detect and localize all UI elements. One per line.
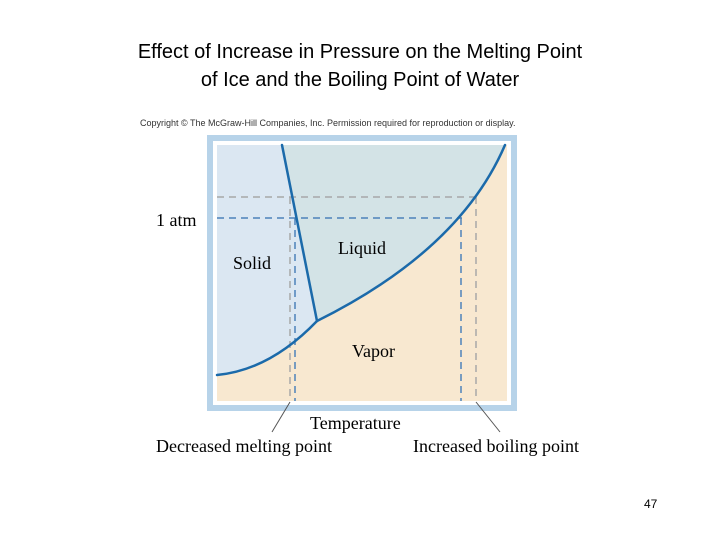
melting-curve [280,143,319,323]
title-line-1: Effect of Increase in Pressure on the Me… [137,41,583,63]
page-number: 47 [644,497,658,511]
melting-pointer-line [271,401,291,433]
title-line-2: of Ice and the Boiling Point of Water [200,69,520,91]
solid-label: Solid [233,253,272,273]
solid-region [217,145,317,375]
copyright-notice: Copyright © The McGraw-Hill Companies, I… [140,118,516,128]
vapor-label: Vapor [352,341,395,361]
liquid-label: Liquid [338,238,386,258]
increased-boiling-point-label: Increased boiling point [413,436,579,456]
temperature-axis-label: Temperature [310,413,401,433]
boiling-curve [315,143,507,323]
pressure-label: 1 atm [156,210,197,230]
boiling-pointer-line [475,401,501,433]
slide-title: Effect of Increase in Pressure on the Me… [0,38,720,94]
sublimation-curve [215,319,319,377]
decreased-melting-point-label: Decreased melting point [156,436,332,456]
liquid-region [282,145,505,321]
